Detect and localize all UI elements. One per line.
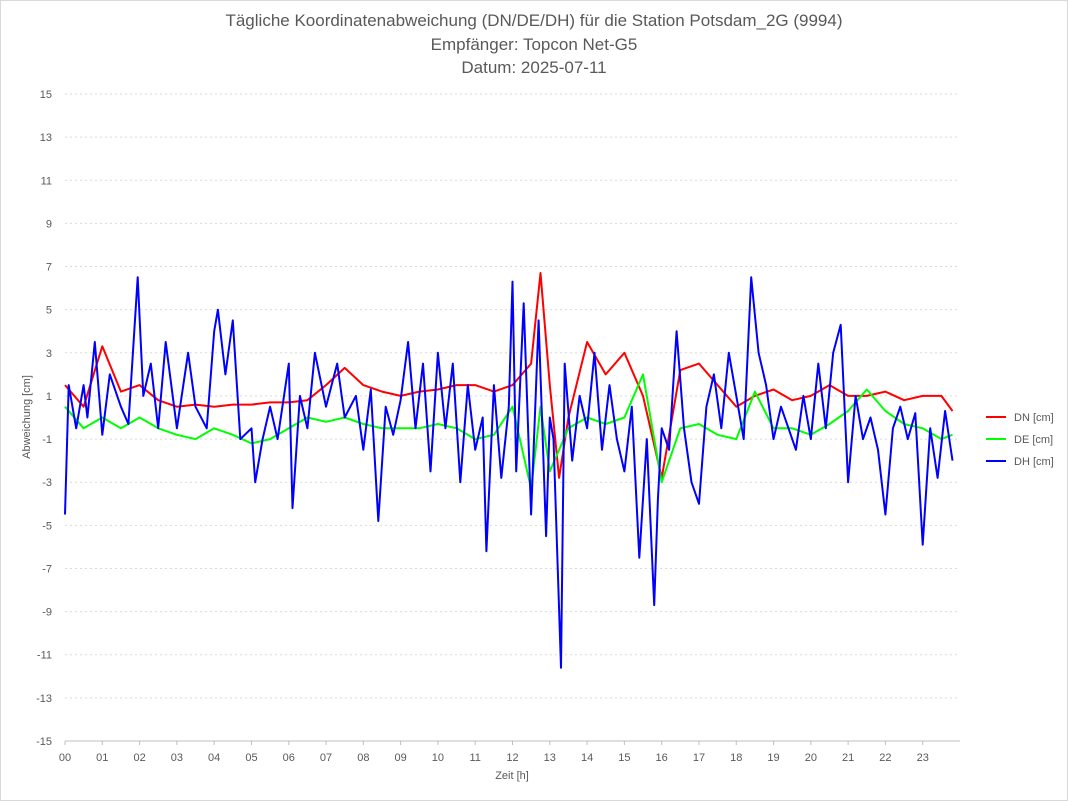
x-tick-label: 06 [283,752,295,764]
y-tick-label: 7 [46,262,52,274]
y-axis-label: Abweichung [cm] [21,375,33,459]
y-tick-label: 15 [40,89,52,101]
x-tick-label: 21 [842,752,854,764]
x-tick-label: 05 [245,752,257,764]
y-tick-label: 5 [46,305,52,317]
x-tick-label: 12 [506,752,518,764]
series-line-dh [64,276,954,669]
x-tick-label: 15 [618,752,630,764]
legend-label: DE [cm] [1014,434,1053,446]
grid-layer [65,93,960,742]
x-tick-label: 04 [208,752,220,764]
x-tick-label: 08 [357,752,369,764]
y-tick-label: 11 [41,175,52,187]
x-tick-label: 18 [730,752,742,764]
y-tick-label: -9 [42,607,52,619]
x-axis-label: Zeit [h] [495,770,529,782]
x-tick-label: 23 [917,752,929,764]
chart-subtitle-receiver: Empfänger: Topcon Net-G5 [430,35,638,54]
y-tick-label: -15 [36,736,52,748]
x-tick-label: 03 [171,752,183,764]
x-tick-label: 07 [320,752,332,764]
legend: DN [cm] DE [cm] DH [cm] [986,412,1054,468]
y-tick-label: 9 [46,218,52,230]
x-tick-label: 19 [767,752,779,764]
series-line-de [64,373,953,490]
legend-label: DN [cm] [1014,412,1054,424]
x-tick-label: 10 [432,752,444,764]
y-tick-label: 1 [46,391,52,403]
y-tick-label: -5 [42,520,52,532]
y-tick-label: -1 [42,434,52,446]
y-tick-label: -7 [42,563,52,575]
chart-subtitle-date: Datum: 2025-07-11 [461,58,607,77]
x-tick-label: 02 [133,752,145,764]
chart-title: Tägliche Koordinatenabweichung (DN/DE/DH… [225,11,843,30]
x-tick-label: 01 [96,752,108,764]
x-tick-label: 13 [544,752,556,764]
x-tick-label: 00 [59,752,71,764]
y-tick-label: 3 [46,348,52,360]
x-tick-label: 16 [656,752,668,764]
axis-layer: 15 13 11 9 7 5 3 1 -1 -3 -5 -7 -9 -11 -13 -15 00 01 02 03 04… [36,89,960,764]
y-tick-label: 13 [40,132,52,144]
x-tick-label: 20 [805,752,817,764]
y-tick-label: -3 [42,477,52,489]
y-tick-label: -11 [37,650,52,662]
series-layer [64,272,954,669]
legend-label: DH [cm] [1014,456,1054,468]
x-tick-label: 17 [693,752,705,764]
x-tick-label: 09 [395,752,407,764]
x-tick-label: 14 [581,752,593,764]
x-tick-label: 22 [879,752,891,764]
y-tick-label: -13 [36,693,52,705]
x-tick-label: 11 [469,752,480,764]
